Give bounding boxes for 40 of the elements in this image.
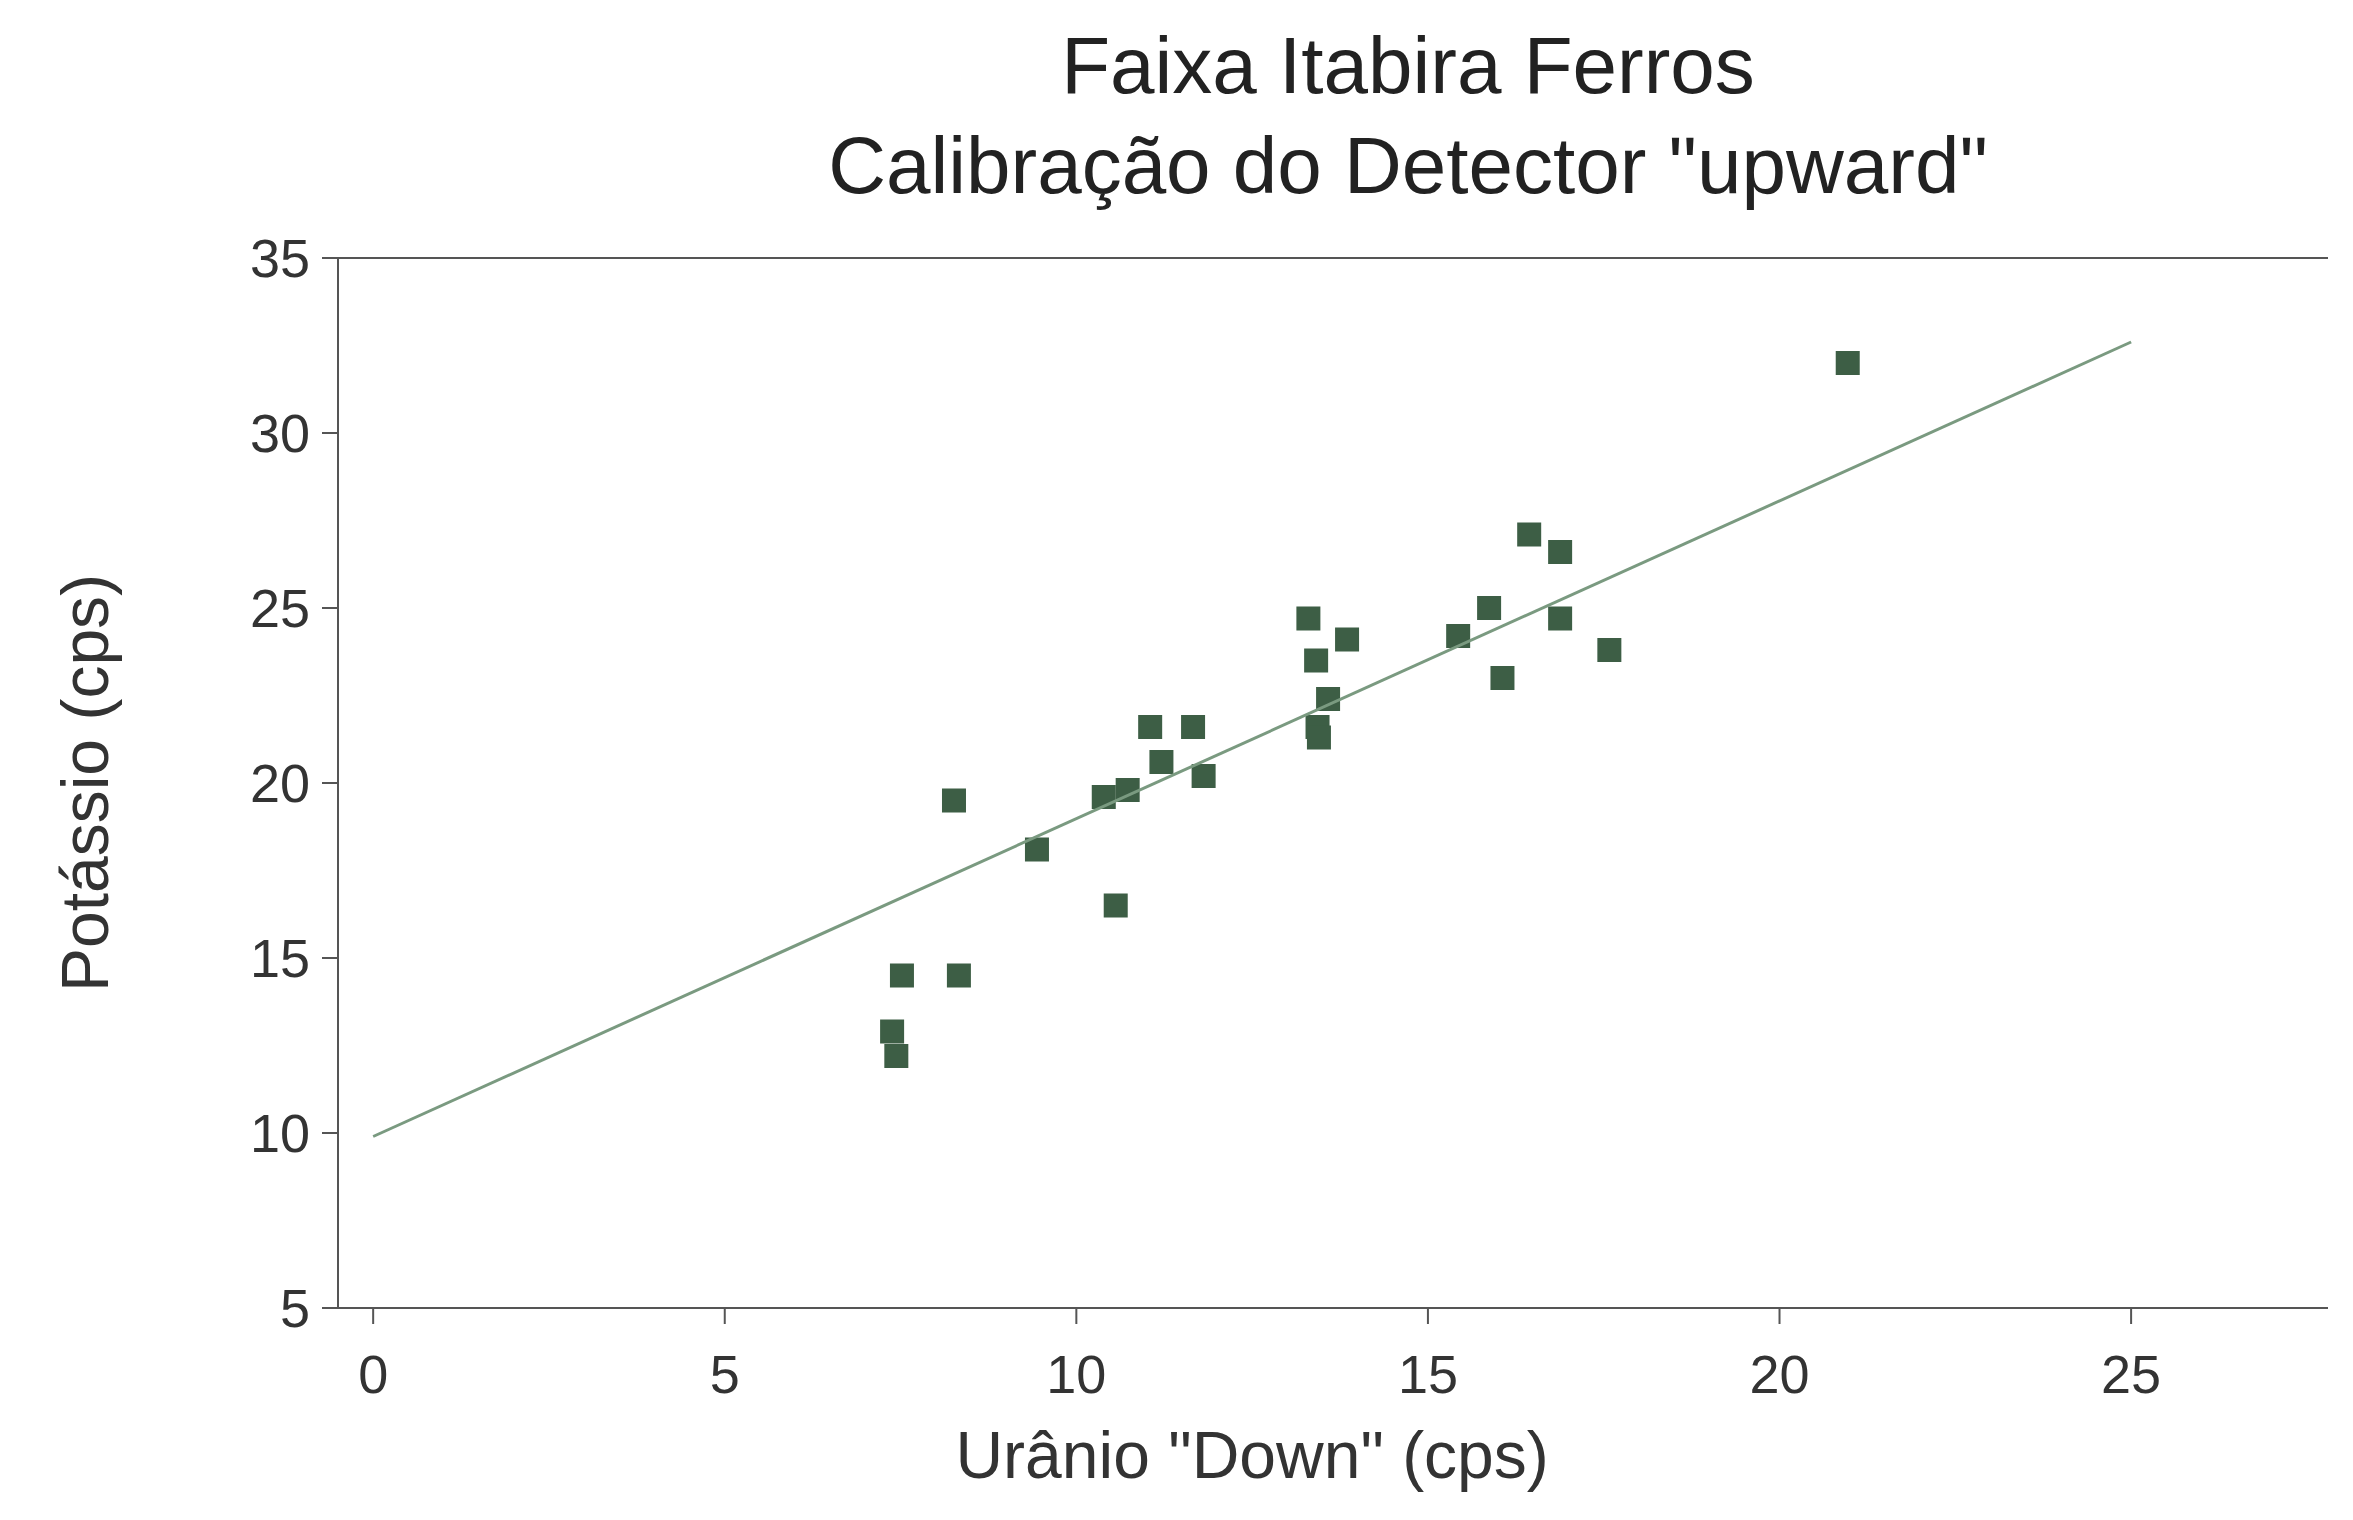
x-tick-label: 15 xyxy=(1397,1344,1458,1404)
y-tick-label: 20 xyxy=(249,753,310,813)
point xyxy=(1138,715,1163,739)
y-axis-title: Potássio (cps) xyxy=(48,573,122,993)
y-tick-label: 5 xyxy=(279,1278,310,1338)
chart-title: Faixa Itabira Ferros xyxy=(1061,21,1755,110)
y-tick-label: 30 xyxy=(249,403,310,463)
point xyxy=(1149,750,1174,774)
point xyxy=(1304,648,1329,673)
x-tick-label: 0 xyxy=(358,1344,389,1404)
point xyxy=(941,788,966,813)
y-tick-label: 35 xyxy=(249,228,310,288)
chart-subtitle: Calibração do Detector "upward" xyxy=(828,121,1988,210)
point xyxy=(1490,666,1515,690)
y-tick-label: 10 xyxy=(249,1103,310,1163)
point xyxy=(1446,624,1471,648)
x-axis-title: Urânio "Down" (cps) xyxy=(955,1418,1549,1492)
point xyxy=(1477,596,1502,620)
point xyxy=(1103,893,1128,918)
x-tick-label: 20 xyxy=(1749,1344,1810,1404)
x-tick-label: 5 xyxy=(709,1344,740,1404)
y-tick-label: 15 xyxy=(249,928,310,988)
point xyxy=(880,1019,905,1044)
point xyxy=(1191,764,1216,788)
point xyxy=(1335,627,1360,652)
point xyxy=(1548,540,1573,564)
point xyxy=(889,963,914,988)
x-tick-label: 25 xyxy=(2101,1344,2162,1404)
point xyxy=(1024,837,1049,862)
point xyxy=(1835,351,1860,375)
point xyxy=(1296,606,1321,631)
point xyxy=(1548,606,1573,631)
point xyxy=(1181,715,1206,739)
point xyxy=(946,963,971,988)
y-tick-label: 25 xyxy=(249,578,310,638)
x-tick-label: 10 xyxy=(1046,1344,1107,1404)
point xyxy=(1306,725,1331,750)
point xyxy=(1597,638,1622,662)
point xyxy=(1517,522,1542,547)
point xyxy=(884,1044,909,1068)
